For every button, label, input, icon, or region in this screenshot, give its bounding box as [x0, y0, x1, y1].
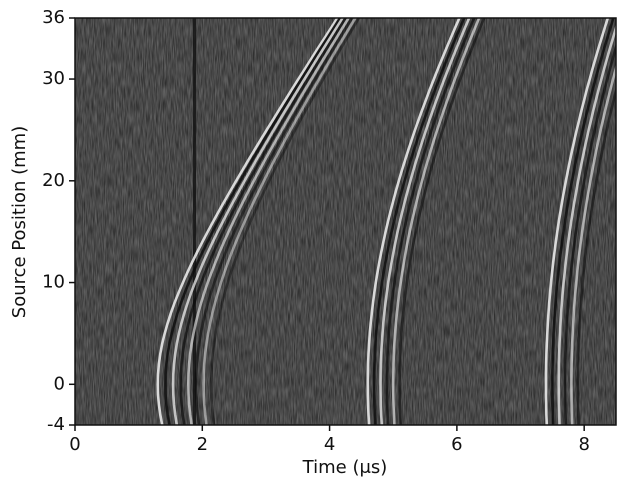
wavefront: [366, 18, 461, 425]
wavefront: [209, 18, 361, 425]
wavefront: [202, 18, 357, 425]
x-axis-label: Time (μs): [302, 457, 388, 478]
plot-frame: [74, 17, 617, 426]
wavefront: [156, 18, 339, 425]
wavefront: [551, 18, 615, 425]
x-tick-label: 0: [69, 434, 80, 455]
y-tick-label: 0: [54, 373, 65, 394]
wavefronts: [156, 18, 616, 425]
wavefront: [544, 18, 610, 425]
x-tick-label: 8: [578, 434, 589, 455]
y-tick-label: 30: [42, 68, 65, 89]
wavefront: [186, 18, 351, 425]
wavefront: [372, 18, 466, 425]
y-tick-label: 20: [42, 170, 65, 191]
wavefront: [557, 23, 616, 425]
y-tick-label: 36: [42, 7, 65, 28]
wavefront: [379, 18, 471, 425]
image-area: [75, 18, 616, 425]
y-tick-label: 10: [42, 272, 65, 293]
wavefront: [194, 18, 354, 425]
wavefront: [576, 85, 616, 425]
wavefront: [171, 18, 345, 425]
x-tick-label: 6: [451, 434, 462, 455]
y-tick-label: -4: [47, 414, 65, 435]
wavefront: [179, 18, 348, 425]
y-axis-label: Source Position (mm): [9, 126, 30, 318]
wavefront: [398, 18, 486, 425]
wavefront: [385, 18, 476, 425]
x-tick-label: 2: [197, 434, 208, 455]
wavefront: [563, 42, 616, 425]
wavefront: [164, 18, 342, 425]
wavefront: [391, 18, 481, 425]
x-tick-label: 4: [324, 434, 335, 455]
